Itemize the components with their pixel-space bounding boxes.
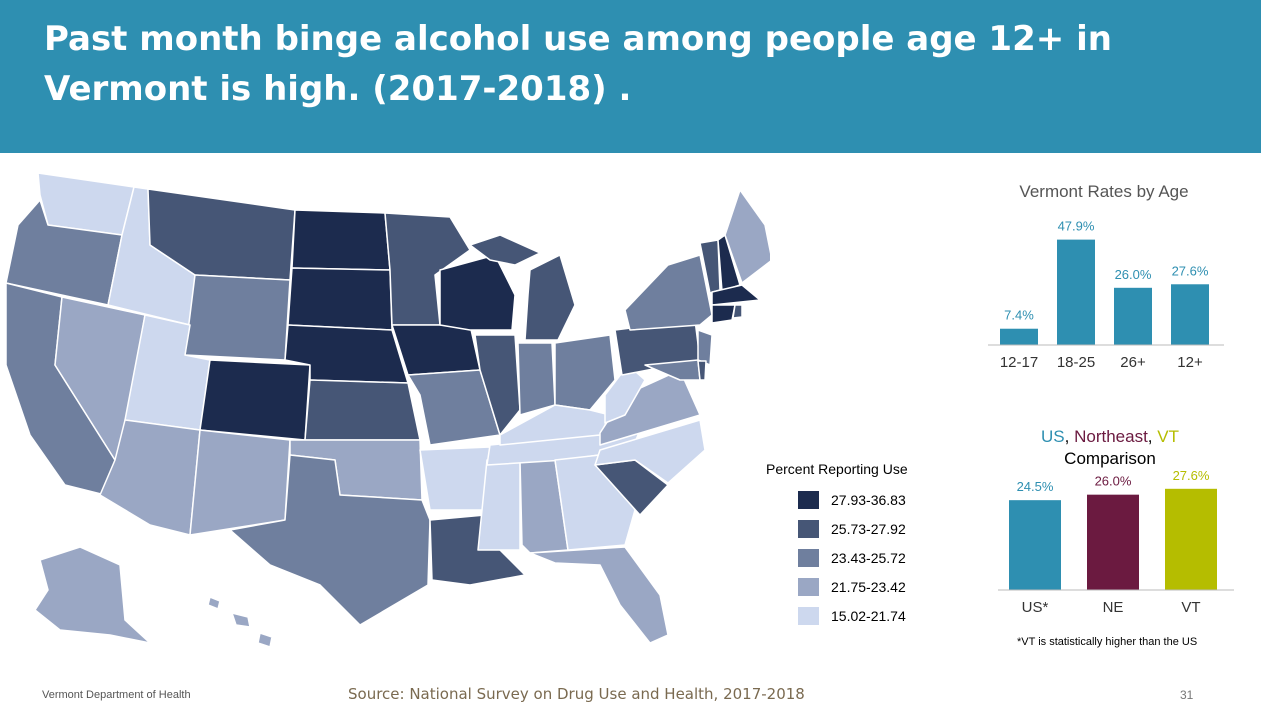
legend-label: 27.93-36.83 xyxy=(831,491,906,508)
state-connecticut xyxy=(711,304,736,324)
map-legend: Percent Reporting Use 27.93-36.83 25.73-… xyxy=(766,461,908,630)
legend-title: Percent Reporting Use xyxy=(766,461,908,477)
legend-swatch xyxy=(798,606,819,625)
title-sep: , xyxy=(1064,427,1075,446)
legend-swatch xyxy=(798,548,819,567)
state-illinois xyxy=(474,334,521,436)
state-wyoming xyxy=(184,274,291,361)
legend-swatch xyxy=(798,577,819,596)
state-massachusetts xyxy=(711,284,761,306)
state-indiana xyxy=(517,342,556,416)
bar xyxy=(1171,284,1209,345)
state-wisconsin xyxy=(439,254,516,331)
data-label: 47.9% xyxy=(1058,219,1095,234)
data-label: 24.5% xyxy=(1017,479,1054,494)
source-citation: Source: National Survey on Drug Use and … xyxy=(348,685,805,703)
title-vt: VT xyxy=(1157,427,1179,446)
tick-label: VT xyxy=(1181,599,1200,616)
legend-label: 21.75-23.42 xyxy=(831,578,906,595)
legend-item: 25.73-27.92 xyxy=(766,514,908,543)
state-kansas xyxy=(304,379,421,441)
us-choropleth-map xyxy=(5,172,770,648)
legend-item: 27.93-36.83 xyxy=(766,485,908,514)
legend-item: 21.75-23.42 xyxy=(766,572,908,601)
state-new-jersey xyxy=(697,329,713,366)
state-south-dakota xyxy=(287,267,393,331)
data-label: 26.0% xyxy=(1115,267,1152,282)
state-iowa xyxy=(391,324,481,376)
title-banner: Past month binge alcohol use among peopl… xyxy=(0,0,1261,153)
title-us: US xyxy=(1041,427,1065,446)
legend-swatch xyxy=(798,519,819,538)
legend-label: 23.43-25.72 xyxy=(831,549,906,566)
bar xyxy=(1000,328,1038,345)
legend-item: 15.02-21.74 xyxy=(766,601,908,630)
bar xyxy=(1009,500,1061,590)
title-northeast: Northeast xyxy=(1074,427,1148,446)
legend-swatch xyxy=(798,490,819,509)
state-arkansas xyxy=(419,446,491,511)
state-michigan xyxy=(524,254,576,341)
tick-label: US* xyxy=(1022,599,1049,616)
organization-name: Vermont Department of Health xyxy=(42,689,191,701)
state-florida xyxy=(529,546,669,644)
tick-label: 12+ xyxy=(1177,354,1203,371)
state-rhode-island xyxy=(732,304,743,319)
tick-label: 26+ xyxy=(1120,354,1146,371)
state-north-carolina xyxy=(594,419,706,484)
tick-label: 18-25 xyxy=(1057,354,1095,371)
state-delaware xyxy=(697,360,707,381)
data-label: 27.6% xyxy=(1172,263,1209,278)
legend-label: 25.73-27.92 xyxy=(831,520,906,537)
tick-label: NE xyxy=(1103,599,1124,616)
page-title: Past month binge alcohol use among peopl… xyxy=(44,19,1112,109)
state-minnesota xyxy=(384,212,471,326)
state-hawaii xyxy=(207,596,273,648)
state-texas xyxy=(229,454,431,626)
state-michigan-upper xyxy=(469,234,541,266)
bar xyxy=(1087,494,1139,590)
state-new-mexico xyxy=(189,429,291,536)
legend-item: 23.43-25.72 xyxy=(766,543,908,572)
chart-title: Vermont Rates by Age xyxy=(1019,182,1188,201)
comparison-subtitle: Comparison xyxy=(1064,449,1156,468)
age-rates-chart: Vermont Rates by Age 7.4% 12-17 47.9% 18-25 2… xyxy=(988,182,1224,371)
state-north-dakota xyxy=(291,209,391,271)
legend-label: 15.02-21.74 xyxy=(831,607,906,624)
state-colorado xyxy=(199,359,311,441)
state-maine xyxy=(724,189,770,284)
comparison-footnote: *VT is statistically higher than the US xyxy=(1017,636,1198,648)
bar xyxy=(1057,239,1095,345)
data-label: 26.0% xyxy=(1095,474,1132,489)
page-number: 31 xyxy=(1180,688,1194,702)
state-ohio xyxy=(554,334,616,411)
data-label: 27.6% xyxy=(1173,468,1210,483)
state-missouri xyxy=(407,369,501,446)
comparison-chart: 24.5% US* 26.0% NE 27.6% VT xyxy=(998,468,1234,616)
tick-label: 12-17 xyxy=(1000,354,1038,371)
bar xyxy=(1114,287,1152,345)
comparison-chart-title: US, Northeast, VT Comparison xyxy=(990,426,1230,470)
state-alaska xyxy=(34,546,151,644)
bar xyxy=(1165,488,1217,590)
data-label: 7.4% xyxy=(1004,308,1034,323)
title-sep: , xyxy=(1147,427,1158,446)
state-new-york xyxy=(624,254,713,331)
